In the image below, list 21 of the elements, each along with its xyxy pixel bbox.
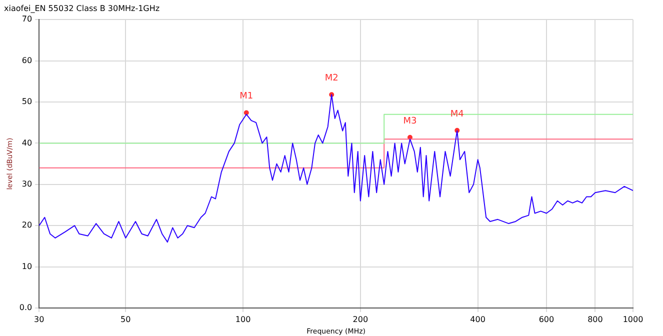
annotation: M1 <box>240 92 254 102</box>
y-tick-label: 30 <box>22 179 32 188</box>
chart-title: xiaofei_EN 55032 Class B 30MHz-1GHz <box>4 4 160 13</box>
x-tick-label: 200 <box>352 314 368 324</box>
x-tick-label: 1000 <box>622 314 644 324</box>
x-tick-label: 600 <box>538 314 554 324</box>
x-tick-label: 400 <box>470 314 486 324</box>
y-tick-label: 20 <box>22 220 32 230</box>
y-tick-label: 40 <box>22 138 32 148</box>
y-tick-label: 10 <box>22 262 32 271</box>
y-tick-label: 60 <box>22 56 32 65</box>
y-tick-label: 0.0 <box>19 303 32 312</box>
annotation: M2 <box>324 73 338 84</box>
annotation: M3 <box>403 116 417 126</box>
x-tick-label: 30 <box>34 314 44 324</box>
x-tick-label: 50 <box>120 314 131 324</box>
annotation: M4 <box>450 109 464 120</box>
y-tick-label: 50 <box>22 97 32 106</box>
x-tick-label: 800 <box>588 314 603 324</box>
y-tick-label: 70 <box>22 14 32 24</box>
x-tick-label: 100 <box>235 314 251 324</box>
